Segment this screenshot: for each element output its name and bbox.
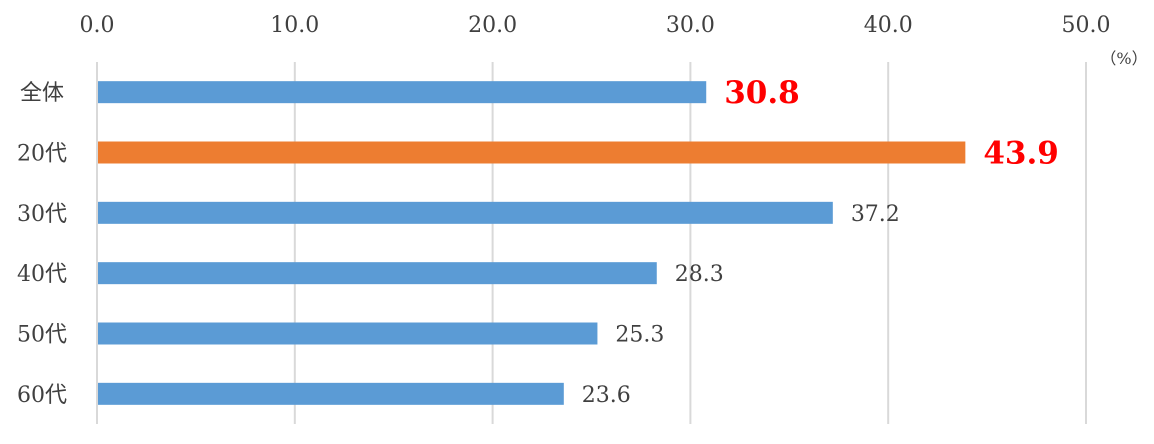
category-label: 40代 (17, 262, 67, 287)
bar (98, 201, 833, 224)
x-axis-ticks: 0.0 10.0 20.0 30.0 40.0 50.0 (80, 13, 1111, 38)
bar (98, 81, 707, 104)
x-tick-label: 20.0 (468, 13, 517, 38)
category-label: 20代 (17, 142, 67, 167)
value-label: 43.9 (983, 136, 1059, 172)
unit-label: （%） (1100, 49, 1147, 68)
bars (98, 81, 966, 405)
value-label: 25.3 (615, 323, 664, 348)
category-label: 60代 (17, 383, 67, 408)
x-tick-label: 40.0 (864, 13, 913, 38)
value-label: 23.6 (582, 383, 631, 408)
value-label: 30.8 (724, 75, 800, 111)
bar (98, 262, 657, 285)
x-tick-label: 10.0 (270, 13, 319, 38)
category-label: 50代 (17, 323, 67, 348)
x-tick-label: 50.0 (1062, 13, 1111, 38)
category-label: 全体 (20, 81, 64, 106)
category-label: 30代 (17, 202, 67, 227)
value-labels: 30.8 43.9 37.2 28.3 25.3 23.6 (582, 75, 1059, 408)
category-labels: 全体 20代 30代 40代 50代 60代 (17, 81, 67, 408)
value-label: 28.3 (675, 262, 724, 287)
bar (98, 141, 966, 164)
x-tick-label: 0.0 (80, 13, 115, 38)
gridlines (96, 62, 1087, 424)
bar (98, 382, 564, 405)
value-label: 37.2 (851, 202, 900, 227)
x-tick-label: 30.0 (666, 13, 715, 38)
bar (98, 322, 598, 345)
